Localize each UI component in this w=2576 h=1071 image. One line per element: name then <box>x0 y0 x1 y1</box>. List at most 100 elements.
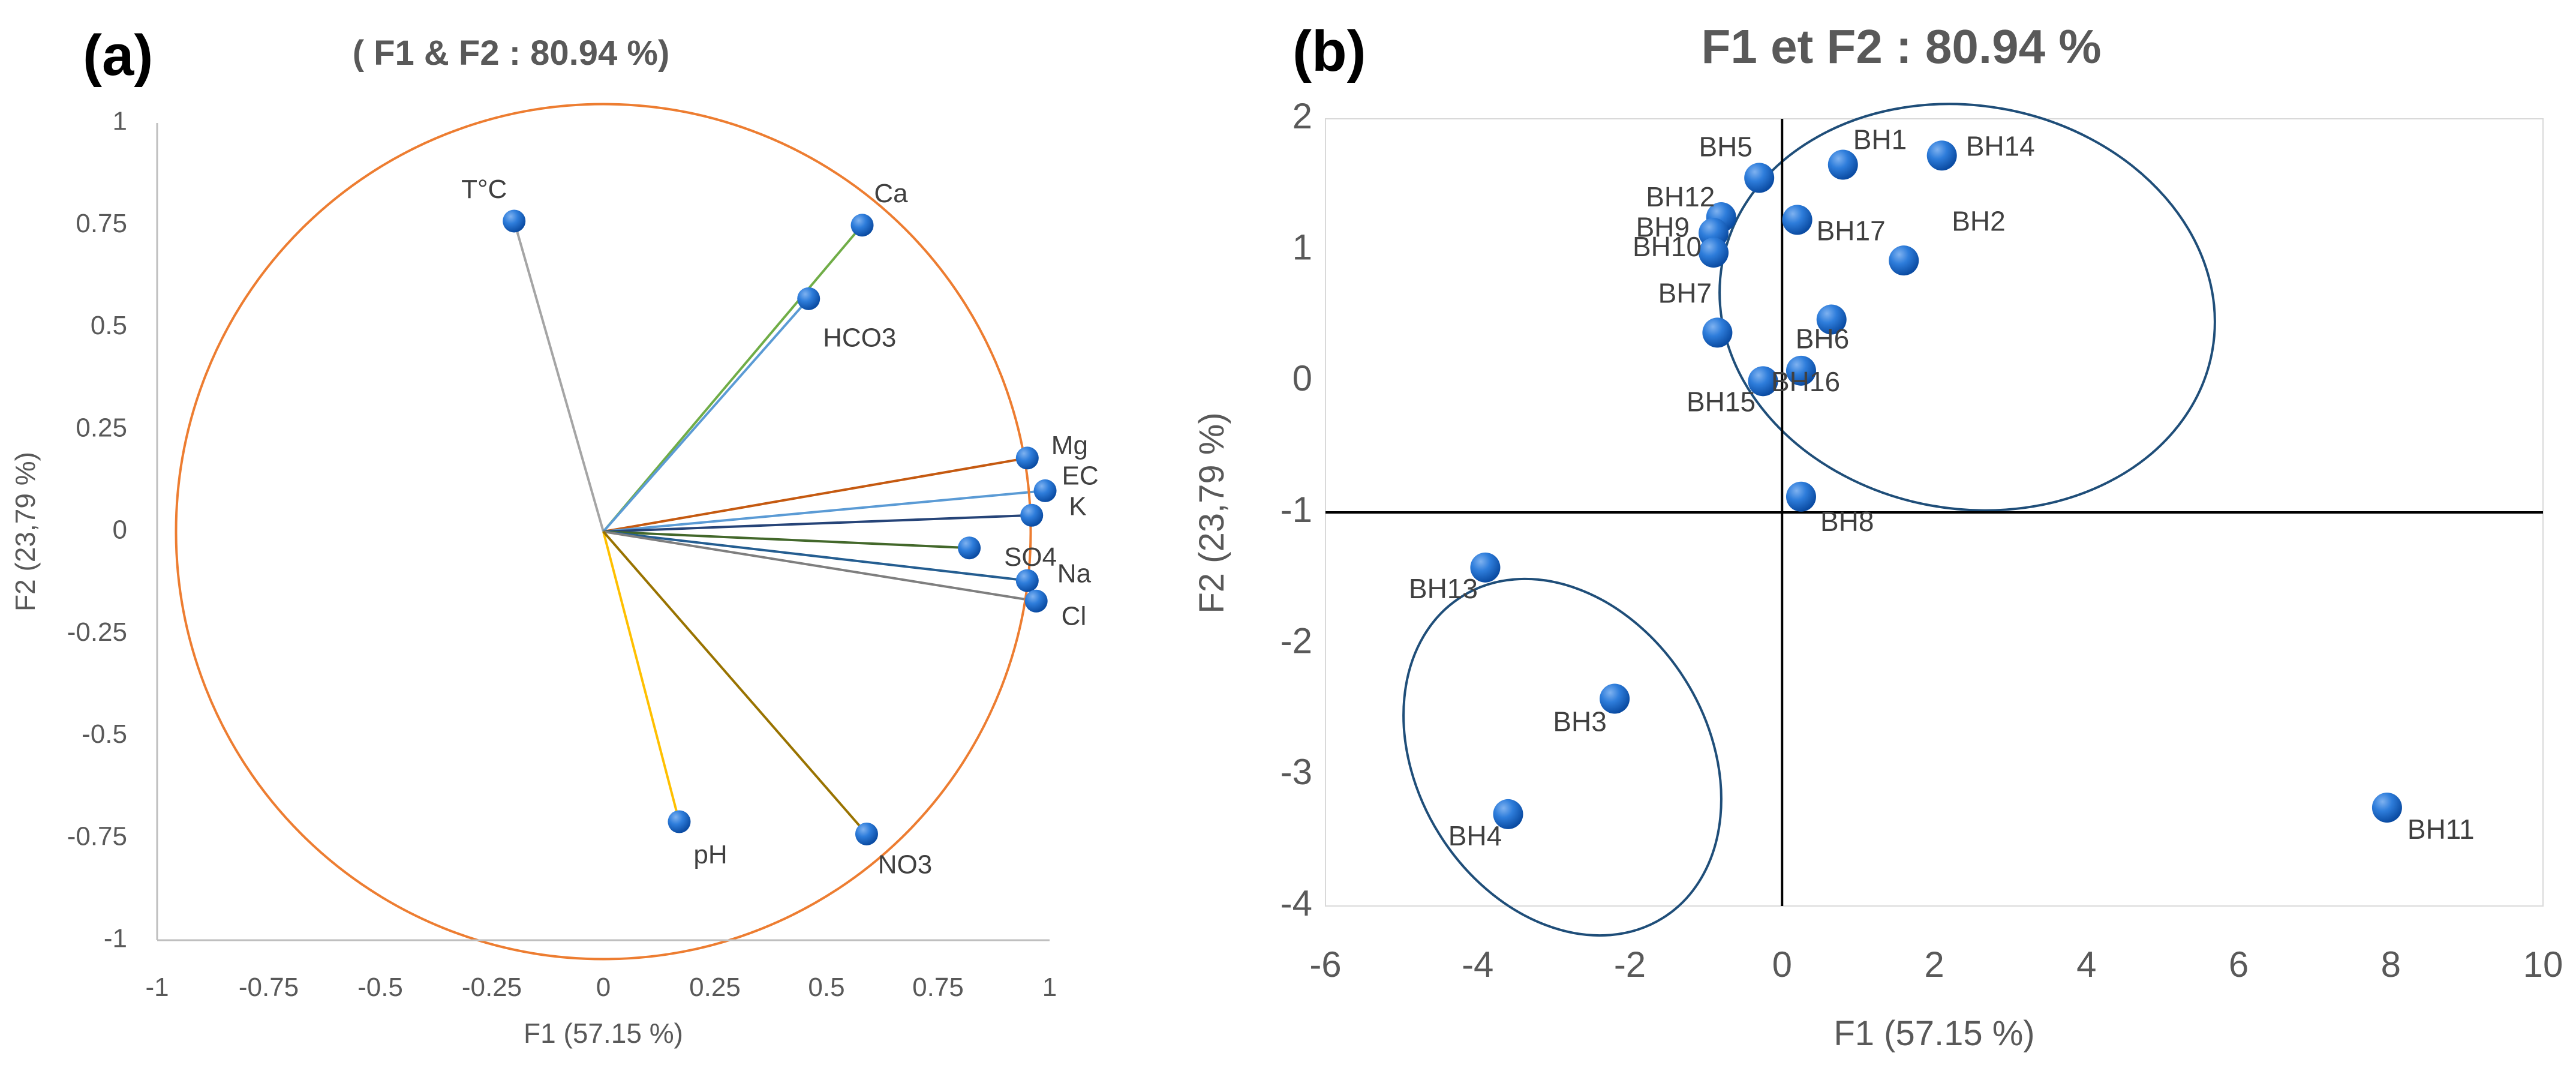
x-tick-label: 8 <box>2381 944 2401 985</box>
panel-a-y-axis-title: F2 (23,79 %) <box>10 452 41 611</box>
score-point-bh17 <box>1782 205 1812 235</box>
loading-label-mg: Mg <box>1051 431 1088 460</box>
y-tick-label: 2 <box>1292 96 1312 136</box>
loading-line-ec <box>603 489 1045 533</box>
y-tick-label: -1 <box>104 924 127 953</box>
x-tick-label: -2 <box>1614 944 1646 985</box>
score-label-bh11: BH11 <box>2407 814 2475 845</box>
loading-label-k: K <box>1069 491 1086 521</box>
panel-b-y-axis-title: F2 (23,79 %) <box>1192 412 1231 613</box>
panel-a-y-ticks: 1 0.75 0.5 0.25 0 -0.25 -0.5 -0.75 -1 <box>67 107 127 953</box>
score-label-bh5: BH5 <box>1699 131 1752 163</box>
panel-a: (a) ( F1 & F2 : 80.94 %) -1 -0.75 -0.5 -0.2… <box>10 23 1099 1049</box>
panel-a-points <box>503 209 1057 845</box>
loading-point-no3 <box>855 822 878 845</box>
x-tick-label: 0.5 <box>808 973 844 1002</box>
y-tick-label: 1 <box>113 107 127 136</box>
panel-b-label: (b) <box>1292 19 1366 83</box>
score-label-bh8: BH8 <box>1820 506 1874 537</box>
loading-point-mg <box>1015 446 1039 470</box>
panel-b-y-ticks: 2 1 0 -1 -2 -3 -4 <box>1281 96 1312 923</box>
y-tick-label: -0.5 <box>82 719 127 749</box>
score-point-bh4 <box>1493 799 1523 829</box>
score-point-bh3 <box>1600 683 1630 714</box>
panel-a-label: (a) <box>83 23 153 88</box>
x-tick-label: 1 <box>1042 973 1057 1002</box>
x-tick-label: 2 <box>1924 944 1944 985</box>
score-label-bh17: BH17 <box>1817 215 1886 247</box>
y-tick-label: -3 <box>1281 752 1312 792</box>
score-label-bh10: BH10 <box>1633 231 1702 262</box>
x-tick-label: 0 <box>596 973 611 1002</box>
y-tick-label: 0 <box>1292 358 1312 398</box>
score-label-bh6: BH6 <box>1796 323 1849 355</box>
score-label-bh4: BH4 <box>1448 820 1502 851</box>
x-tick-label: 0 <box>1772 944 1792 985</box>
score-label-bh7: BH7 <box>1658 278 1712 309</box>
y-tick-label: -1 <box>1281 490 1312 530</box>
x-tick-label: -6 <box>1309 944 1341 985</box>
score-label-bh12: BH12 <box>1646 181 1715 212</box>
score-label-bh16: BH16 <box>1771 366 1840 397</box>
loading-point-tc <box>503 209 526 233</box>
x-tick-label: -0.5 <box>357 973 403 1002</box>
loading-label-ph: pH <box>693 840 727 869</box>
score-point-bh1 <box>1827 149 1858 180</box>
correlation-circle <box>175 103 1032 961</box>
loading-point-ca <box>850 214 874 237</box>
loading-line-mg <box>603 457 1028 533</box>
loading-point-ec <box>1033 479 1057 502</box>
loading-label-so4: SO4 <box>1004 542 1057 572</box>
loading-line-ca <box>602 224 864 533</box>
x-tick-label: -0.75 <box>239 973 299 1002</box>
panel-b-points <box>1470 140 2402 829</box>
x-tick-label: -4 <box>1462 944 1493 985</box>
y-tick-label: -0.75 <box>67 821 127 851</box>
score-label-bh13: BH13 <box>1409 573 1478 604</box>
panel-b-x-axis-title: F1 (57.15 %) <box>1833 1014 2034 1053</box>
loading-point-na <box>1015 569 1039 592</box>
loading-line-k <box>603 514 1032 533</box>
y-tick-label: -4 <box>1281 883 1312 923</box>
panel-b-x-ticks: -6 -4 -2 0 2 4 6 8 10 <box>1309 944 2563 985</box>
loading-point-hco3 <box>797 287 820 310</box>
loading-point-cl <box>1024 589 1048 613</box>
x-tick-label: 4 <box>2076 944 2096 985</box>
panel-a-x-ticks: -1 -0.75 -0.5 -0.25 0 0.25 0.5 0.75 1 <box>145 973 1057 1002</box>
x-tick-label: 0.75 <box>912 973 964 1002</box>
y-tick-label: 0.25 <box>76 413 127 442</box>
loading-line-tc <box>513 220 605 532</box>
loading-line-no3 <box>602 530 868 835</box>
cluster-ellipse-lower-group <box>1402 577 1723 937</box>
score-label-bh2: BH2 <box>1952 205 2005 236</box>
panel-b: (b) F1 et F2 : 80.94 % -6 -4 -2 0 2 4 6 8 10 210… <box>1192 19 2563 1053</box>
loading-point-so4 <box>958 536 981 560</box>
panel-a-lines <box>513 220 1045 835</box>
loading-point-ph <box>668 810 691 833</box>
score-label-bh3: BH3 <box>1553 706 1606 737</box>
score-label-bh9: BH9 <box>1636 211 1690 242</box>
loading-line-na <box>603 530 1028 582</box>
loading-label-ec: EC <box>1062 461 1099 491</box>
y-tick-label: -0.25 <box>67 617 127 647</box>
loading-label-ca: Ca <box>874 179 908 208</box>
loading-line-hco3 <box>602 298 810 533</box>
x-tick-label: 6 <box>2229 944 2249 985</box>
score-point-bh2 <box>1889 245 1919 276</box>
score-point-bh11 <box>2371 793 2402 823</box>
panel-a-title: ( F1 & F2 : 80.94 %) <box>353 34 670 73</box>
loading-label-tc: T°C <box>461 175 507 204</box>
loading-label-hco3: HCO3 <box>823 323 896 352</box>
x-tick-label: -1 <box>145 973 169 1002</box>
score-point-bh14 <box>1926 140 1957 171</box>
y-tick-label: -2 <box>1281 621 1312 661</box>
panel-b-ellipses <box>1402 103 2216 937</box>
y-tick-label: 0.75 <box>76 209 127 238</box>
score-point-bh8 <box>1786 481 1816 512</box>
loading-label-na: Na <box>1057 559 1092 588</box>
score-label-bh15: BH15 <box>1687 386 1756 417</box>
x-tick-label: -0.25 <box>462 973 522 1002</box>
